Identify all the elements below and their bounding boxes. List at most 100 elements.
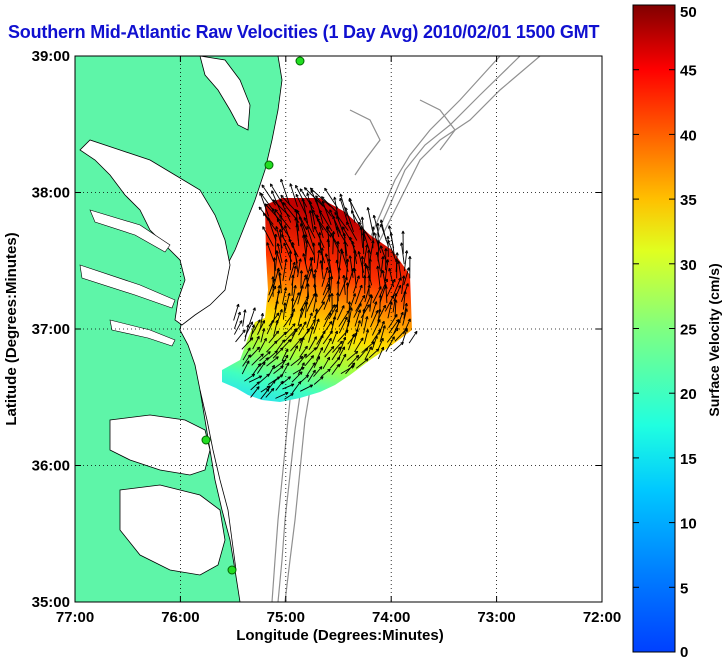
velocity-arrowhead: [314, 293, 318, 297]
velocity-arrow: [329, 209, 341, 233]
velocity-arrow: [344, 241, 347, 264]
velocity-arrow: [268, 278, 276, 296]
velocity-arrow: [321, 247, 324, 270]
velocity-arrow: [354, 309, 361, 327]
velocity-arrow: [328, 258, 333, 280]
velocity-arrowhead: [313, 347, 317, 349]
velocity-arrow: [315, 195, 332, 217]
velocity-arrow: [256, 361, 266, 374]
velocity-arrow: [284, 323, 296, 336]
velocity-arrow: [279, 198, 292, 223]
velocity-arrowhead: [312, 274, 315, 278]
velocity-arrow: [248, 307, 256, 326]
velocity-arrow: [257, 320, 266, 335]
velocity-arrow: [402, 290, 406, 310]
velocity-arrow: [308, 336, 317, 351]
velocity-arrow: [299, 328, 310, 344]
velocity-arrow: [361, 341, 375, 354]
velocity-arrow: [364, 346, 372, 361]
velocity-arrow: [349, 255, 354, 278]
velocity-arrowhead: [377, 319, 381, 322]
velocity-arrow: [339, 198, 349, 223]
velocity-arrow: [295, 185, 308, 208]
velocity-arrowhead: [378, 286, 382, 289]
velocity-arrow: [348, 293, 356, 312]
velocity-arrowhead: [260, 193, 262, 197]
velocity-arrowhead: [305, 374, 309, 377]
velocity-arrow: [385, 336, 395, 352]
velocity-arrow: [296, 209, 308, 231]
velocity-arrow: [250, 386, 260, 398]
velocity-arrowhead: [287, 292, 290, 296]
colorbar-tick-label: 5: [680, 580, 688, 597]
velocity-arrowhead: [299, 355, 303, 358]
velocity-arrowhead: [353, 249, 356, 253]
velocity-arrowhead: [362, 308, 365, 312]
velocity-arrowhead: [302, 234, 304, 238]
velocity-arrowhead: [355, 328, 359, 332]
velocity-arrow: [306, 293, 316, 312]
velocity-arrowhead: [376, 240, 380, 244]
velocity-arrow: [338, 316, 348, 334]
velocity-arrow: [401, 328, 408, 345]
velocity-arrowhead: [401, 275, 405, 279]
velocity-arrow: [304, 240, 308, 264]
velocity-arrowhead: [275, 300, 278, 304]
velocity-arrowhead: [301, 198, 304, 202]
velocity-arrow: [313, 242, 316, 264]
velocity-arrowhead: [328, 321, 332, 324]
velocity-arrowhead: [291, 242, 293, 246]
velocity-arrow: [310, 257, 314, 279]
velocity-arrow: [298, 321, 307, 336]
velocity-arrowhead: [388, 268, 390, 272]
velocity-arrowhead: [342, 232, 345, 237]
velocity-arrowhead: [266, 388, 270, 391]
velocity-arrowhead: [294, 209, 297, 213]
colorbar-tick-label: 30: [680, 257, 697, 274]
velocity-arrowhead: [293, 285, 296, 289]
velocity-arrow: [313, 308, 318, 326]
velocity-arrow: [297, 285, 304, 305]
velocity-arrow: [273, 300, 279, 319]
velocity-arrow: [264, 203, 283, 223]
velocity-arrowhead: [282, 202, 284, 206]
velocity-arrowhead: [278, 229, 281, 233]
velocity-arrowhead: [394, 314, 398, 317]
velocity-arrowhead: [256, 386, 260, 389]
velocity-arrow: [327, 239, 330, 262]
velocity-arrow: [298, 336, 305, 352]
velocity-arrowhead: [256, 346, 260, 349]
velocity-arrowhead: [387, 225, 390, 229]
velocity-arrow: [376, 251, 381, 272]
velocity-arrow: [280, 178, 291, 206]
velocity-arrow: [324, 346, 335, 358]
velocity-arrow: [364, 284, 371, 303]
velocity-arrowhead: [347, 301, 350, 305]
velocity-arrowhead: [390, 295, 394, 298]
velocity-arrow: [393, 341, 404, 352]
velocity-arrow: [305, 347, 317, 359]
velocity-arrow: [358, 221, 372, 241]
velocity-arrowhead: [404, 327, 408, 330]
velocity-arrow: [282, 302, 286, 320]
colorbar-tick-label: 40: [680, 127, 697, 144]
velocity-arrowhead: [281, 339, 285, 342]
velocity-arrowhead: [263, 337, 267, 341]
velocity-arrow: [304, 234, 315, 256]
velocity-vectors: [233, 178, 418, 400]
velocity-arrow: [318, 242, 326, 264]
velocity-arrowhead: [333, 196, 335, 200]
velocity-arrowhead: [310, 326, 314, 329]
velocity-arrowhead: [261, 320, 265, 323]
velocity-arrow: [316, 218, 332, 238]
velocity-arrow: [296, 224, 300, 247]
velocity-arrowhead: [285, 348, 289, 352]
velocity-arrow: [363, 329, 369, 345]
velocity-arrowhead: [308, 201, 311, 205]
velocity-arrow: [372, 286, 382, 304]
y-tick-label: 38:00: [32, 185, 70, 202]
velocity-arrow: [295, 193, 308, 217]
velocity-arrowhead: [313, 283, 315, 287]
velocity-arrowhead: [306, 328, 310, 331]
